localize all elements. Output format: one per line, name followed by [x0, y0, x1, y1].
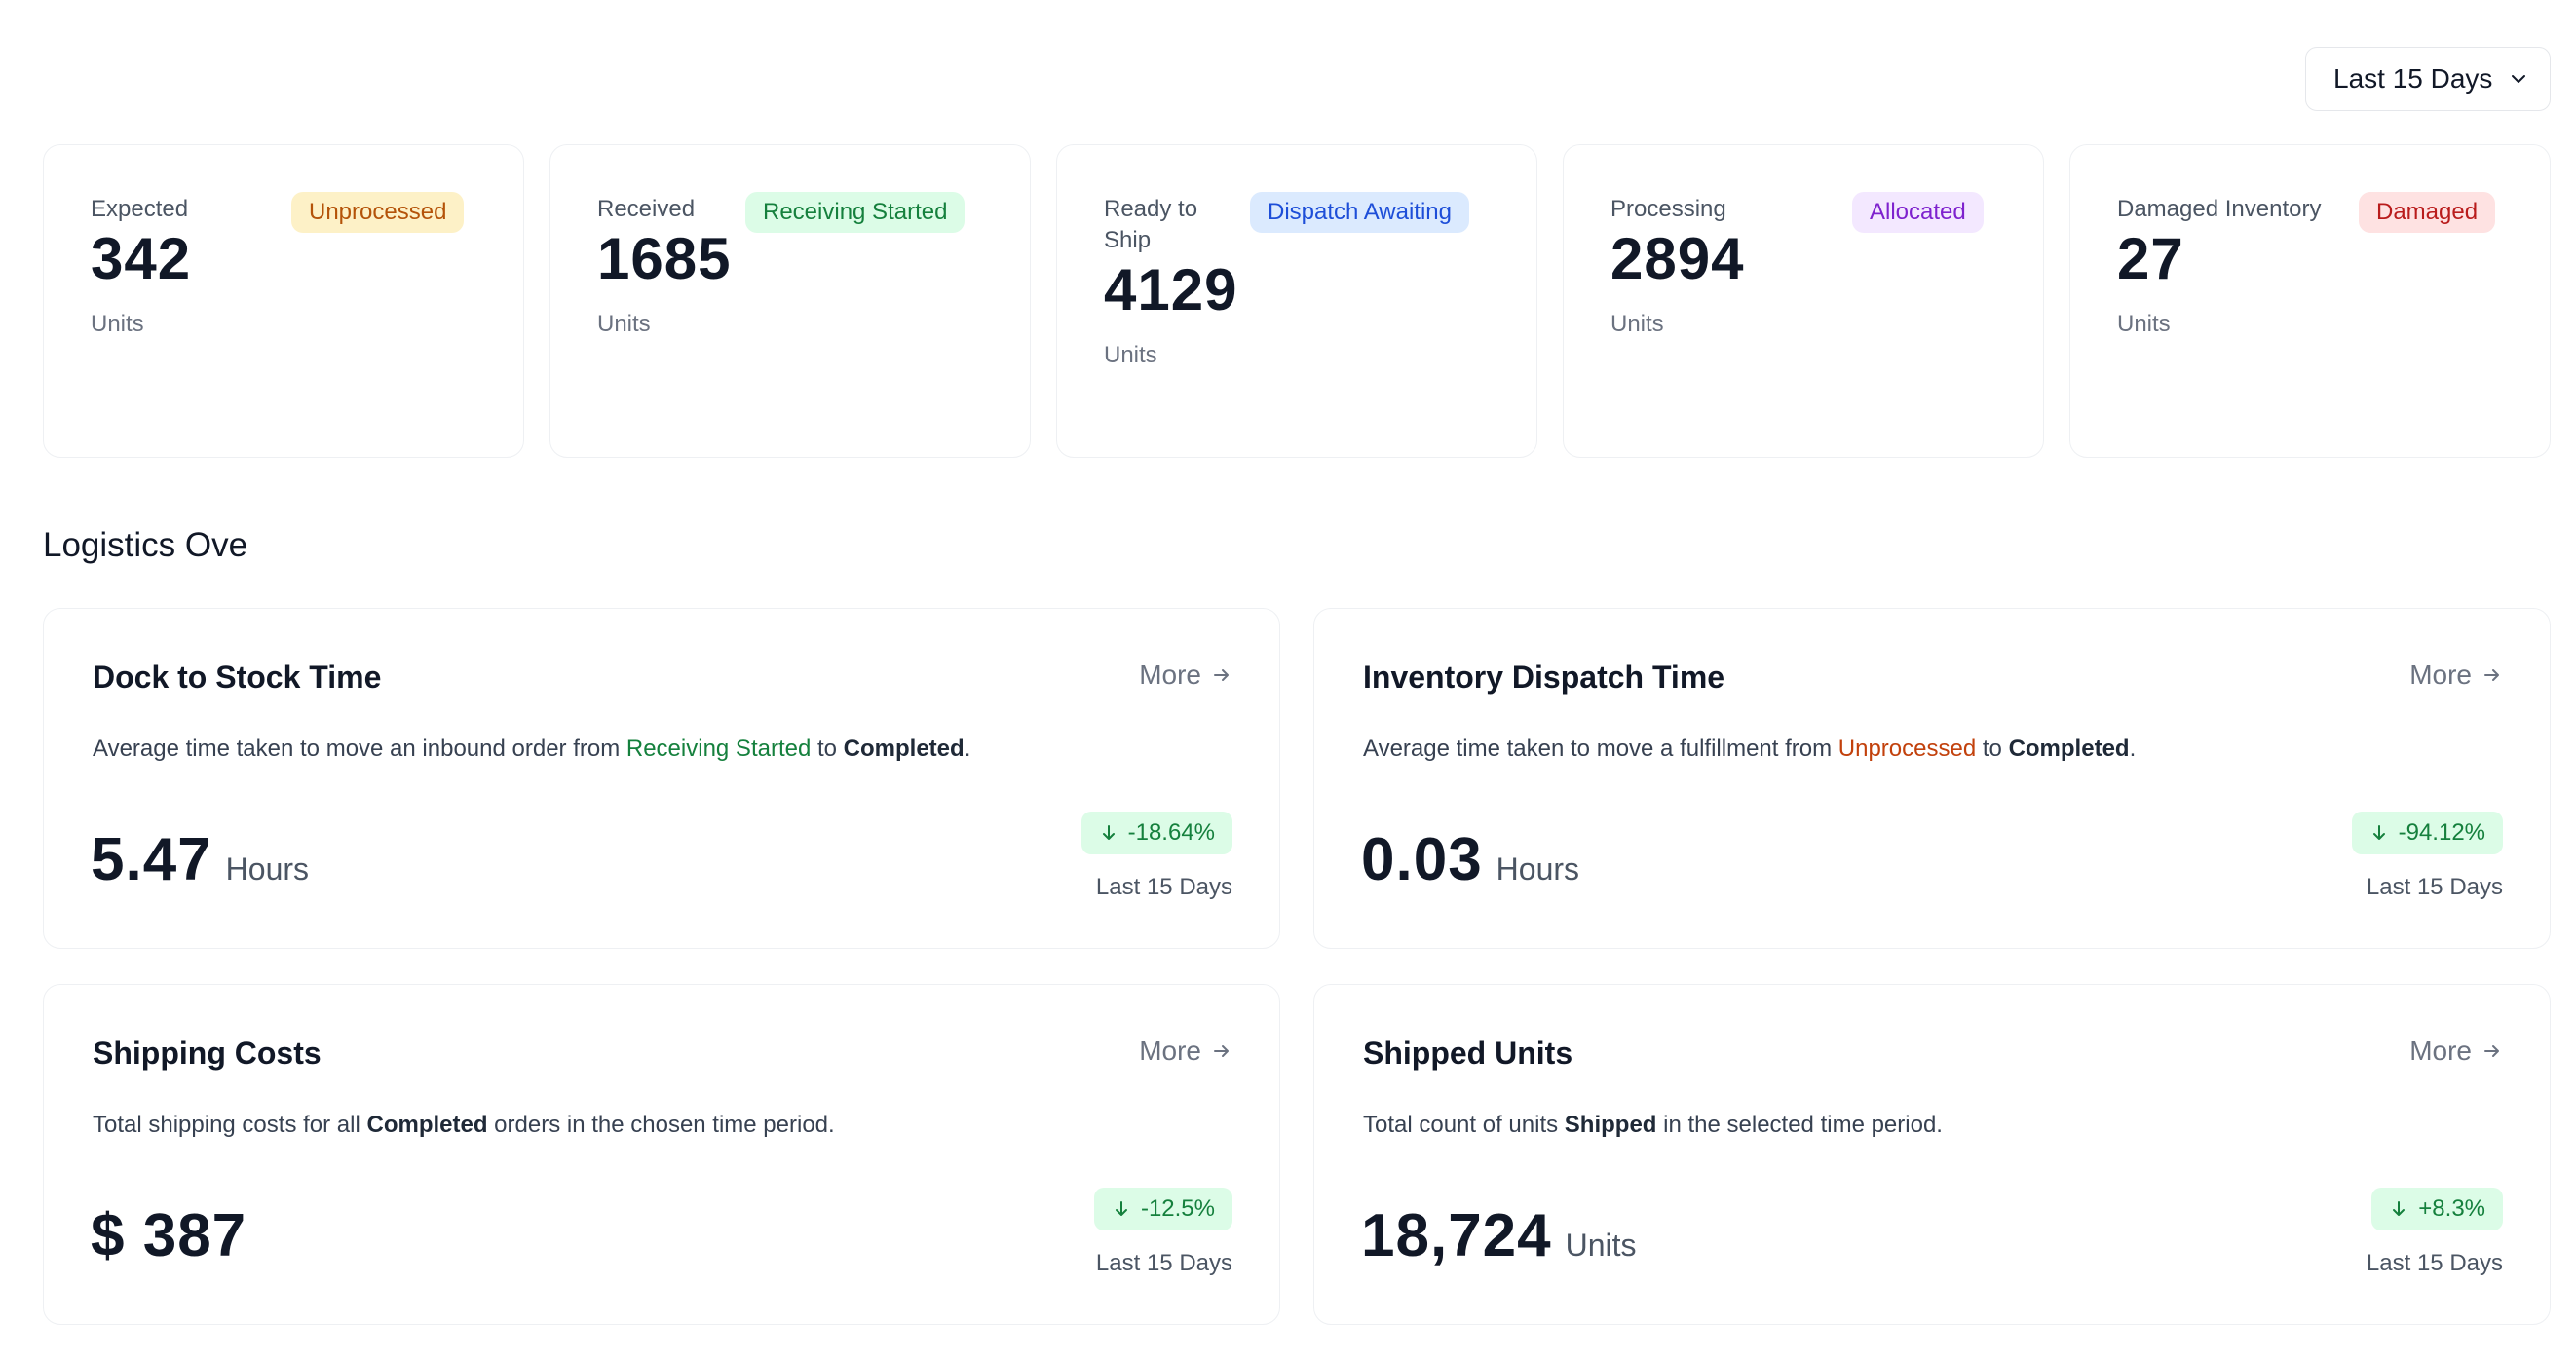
metric-period: Last 15 Days — [2366, 874, 2503, 900]
metric-description: Average time taken to move an inbound or… — [93, 736, 971, 762]
status-card-value: 4129 — [1104, 257, 1238, 322]
status-card-label: Expected — [91, 196, 189, 222]
metric-value: 18,724 Units — [1361, 1202, 1637, 1269]
more-link-label: More — [1139, 1036, 1201, 1066]
more-link-label: More — [2409, 660, 2472, 690]
status-card-label: Damaged Inventory — [2117, 196, 2322, 222]
arrow-right-icon — [1214, 669, 1229, 681]
status-card-expected[interactable]: Expected Unprocessed 342 Units — [43, 144, 524, 458]
status-highlight: Unprocessed — [1837, 736, 1977, 762]
status-card-unit: Units — [1104, 342, 1157, 368]
arrow-right-icon — [1214, 1045, 1229, 1057]
metric-title: Shipped Units — [1363, 1036, 1573, 1071]
status-card-unit: Units — [91, 311, 144, 337]
status-card-unit: Units — [597, 311, 651, 337]
metric-unit: Hours — [225, 851, 310, 887]
status-card-value: 2894 — [1610, 226, 1745, 291]
arrow-down-icon — [1115, 1201, 1127, 1216]
date-range-value: Last 15 Days — [2333, 63, 2493, 94]
arrow-down-icon — [2393, 1201, 2406, 1216]
metric-title: Inventory Dispatch Time — [1363, 660, 1725, 695]
status-card-label: Received — [597, 196, 696, 222]
more-link-label: More — [2409, 1036, 2472, 1066]
status-badge: Receiving Started — [745, 192, 966, 233]
change-badge: -94.12% — [2351, 812, 2503, 854]
status-card-value: 27 — [2117, 226, 2184, 291]
status-bold: Completed — [366, 1112, 488, 1138]
change-badge: -18.64% — [1080, 812, 1232, 854]
change-value: -18.64% — [1127, 819, 1215, 846]
status-card-received[interactable]: Received Receiving Started 1685 Units — [549, 144, 1031, 458]
change-badge: +8.3% — [2371, 1188, 2503, 1230]
status-card-damaged-inventory[interactable]: Damaged Inventory Damaged 27 Units — [2069, 144, 2551, 458]
metric-unit: Hours — [1496, 851, 1580, 887]
arrow-right-icon — [2484, 669, 2499, 681]
metric-description: Total count of units Shipped in the sele… — [1363, 1112, 1943, 1138]
more-link-label: More — [1139, 660, 1201, 690]
metric-period: Last 15 Days — [1095, 874, 1232, 900]
status-bold: Completed — [843, 736, 965, 762]
more-link[interactable]: More — [1139, 660, 1232, 691]
metric-title: Shipping Costs — [93, 1036, 322, 1071]
metric-value: $ 387 — [91, 1202, 247, 1269]
status-card-value: 1685 — [597, 226, 732, 291]
metric-period: Last 15 Days — [2366, 1250, 2503, 1276]
section-title: Logistics Ove — [43, 526, 248, 564]
metric-card-dock-to-stock: Dock to Stock Time More Average time tak… — [43, 608, 1280, 949]
status-badge: Damaged — [2359, 192, 2496, 233]
arrow-down-icon — [2372, 825, 2385, 840]
metric-period: Last 15 Days — [1095, 1250, 1232, 1276]
arrow-right-icon — [2484, 1045, 2499, 1057]
metric-title: Dock to Stock Time — [93, 660, 382, 695]
metric-value: 5.47 Hours — [91, 826, 310, 893]
change-value: -94.12% — [2398, 819, 2485, 846]
status-card-ready-to-ship[interactable]: Ready to Ship Dispatch Awaiting 4129 Uni… — [1056, 144, 1537, 458]
metric-value: 0.03 Hours — [1361, 826, 1580, 893]
change-badge: -12.5% — [1093, 1188, 1232, 1230]
status-card-unit: Units — [2117, 311, 2171, 337]
status-badge: Unprocessed — [291, 192, 465, 233]
status-card-label: Processing — [1610, 196, 1726, 222]
metric-card-shipping-costs: Shipping Costs More Total shipping costs… — [43, 984, 1280, 1325]
status-highlight: Receiving Started — [625, 736, 812, 762]
change-value: -12.5% — [1140, 1195, 1215, 1222]
metric-card-inventory-dispatch: Inventory Dispatch Time More Average tim… — [1313, 608, 2551, 949]
status-bold: Shipped — [1564, 1112, 1657, 1138]
chevron-down-icon — [2512, 75, 2525, 83]
more-link[interactable]: More — [2409, 1036, 2503, 1067]
status-card-unit: Units — [1610, 311, 1664, 337]
status-badge: Allocated — [1852, 192, 1984, 233]
metric-unit: Units — [1565, 1228, 1637, 1263]
more-link[interactable]: More — [1139, 1036, 1232, 1067]
date-range-select[interactable]: Last 15 Days — [2305, 47, 2551, 111]
status-bold: Completed — [2008, 736, 2130, 762]
metric-description: Total shipping costs for all Completed o… — [93, 1112, 835, 1138]
metric-card-shipped-units: Shipped Units More Total count of units … — [1313, 984, 2551, 1325]
metric-description: Average time taken to move a fulfillment… — [1363, 736, 2137, 762]
status-card-processing[interactable]: Processing Allocated 2894 Units — [1563, 144, 2044, 458]
status-card-label: Ready to Ship — [1104, 196, 1198, 253]
arrow-down-icon — [1102, 825, 1115, 840]
status-badge: Dispatch Awaiting — [1250, 192, 1469, 233]
more-link[interactable]: More — [2409, 660, 2503, 691]
status-card-value: 342 — [91, 226, 192, 291]
change-value: +8.3% — [2418, 1195, 2485, 1222]
